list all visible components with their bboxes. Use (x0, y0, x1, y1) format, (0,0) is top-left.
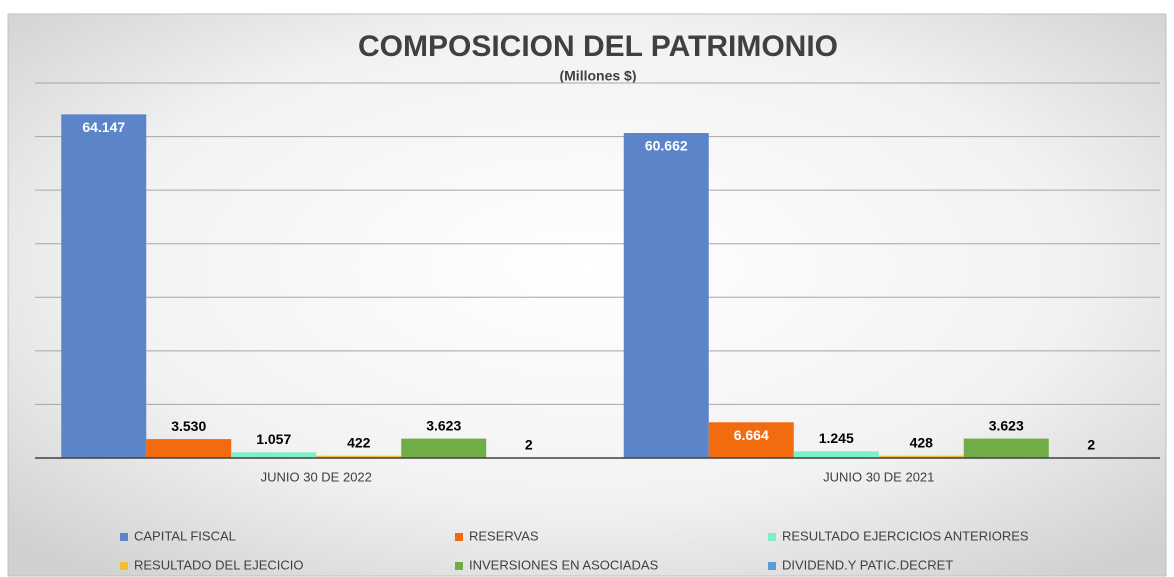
x-tick-label: JUNIO 30 DE 2021 (823, 469, 934, 484)
legend-swatch (768, 562, 776, 570)
bar (708, 422, 794, 458)
bar (793, 451, 879, 458)
x-tick-label: JUNIO 30 DE 2022 (261, 469, 372, 484)
legend-label: RESERVAS (469, 528, 539, 543)
legend-swatch (455, 533, 463, 541)
chart-title: COMPOSICION DEL PATRIMONIO (358, 30, 838, 63)
data-label: 6.664 (734, 427, 769, 443)
data-label: 1.245 (819, 430, 854, 446)
chart-background (7, 13, 1167, 577)
bar (401, 438, 487, 458)
data-label: 3.623 (989, 417, 1024, 433)
data-label: 60.662 (645, 138, 688, 154)
data-label: 2 (525, 437, 533, 453)
bar (963, 438, 1049, 458)
data-label: 422 (347, 434, 371, 450)
data-label: 428 (910, 434, 934, 450)
legend-label: CAPITAL FISCAL (134, 528, 236, 543)
data-label: 3.530 (171, 418, 206, 434)
bar (146, 439, 232, 458)
legend-label: DIVIDEND.Y PATIC.DECRET (782, 557, 953, 572)
data-label: 2 (1087, 437, 1095, 453)
legend-swatch (455, 562, 463, 570)
bar (231, 452, 317, 458)
bar (316, 455, 402, 458)
data-label: 3.623 (426, 417, 461, 433)
bar (623, 133, 709, 458)
chart-subtitle: (Millones $) (559, 68, 636, 84)
legend-label: RESULTADO EJERCICIOS ANTERIORES (782, 528, 1029, 543)
bar (878, 455, 964, 458)
legend-swatch (120, 533, 128, 541)
legend-label: RESULTADO DEL EJECICIO (134, 557, 304, 572)
data-label: 64.147 (82, 119, 125, 135)
data-label: 1.057 (256, 431, 291, 447)
bar (61, 114, 147, 459)
legend-swatch (120, 562, 128, 570)
legend-label: INVERSIONES EN ASOCIADAS (469, 557, 659, 572)
legend-swatch (768, 533, 776, 541)
